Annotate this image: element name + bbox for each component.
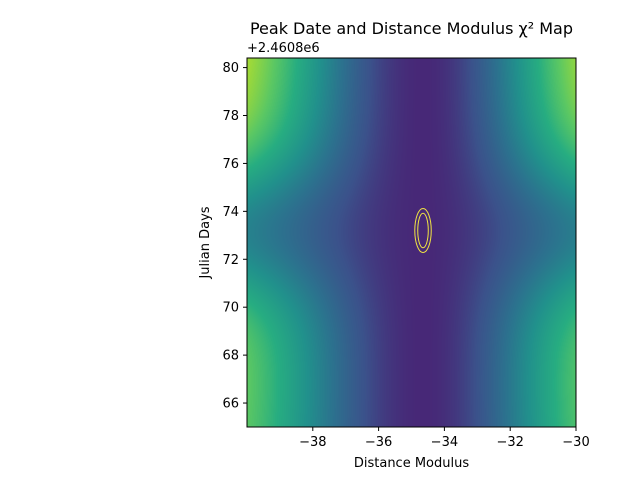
- y-tick-label: 72: [222, 253, 239, 268]
- y-tick-label: 76: [222, 157, 239, 172]
- y-tick-label: 68: [222, 349, 239, 364]
- y-tick-label: 70: [222, 301, 239, 316]
- y-tick-label: 74: [222, 205, 239, 220]
- contour-outer: [414, 207, 432, 254]
- x-tick-label: −38: [299, 435, 326, 450]
- plot-frame: [246, 57, 577, 428]
- y-axis: 66 68 70 72 74 76 78 80: [222, 61, 247, 412]
- x-tick-label: −34: [431, 435, 458, 450]
- x-axis: −38 −36 −34 −32 −30: [299, 427, 590, 450]
- x-tick-label: −36: [365, 435, 392, 450]
- y-axis-label: Julian Days: [198, 206, 213, 279]
- chi2-heatmap: [247, 58, 576, 427]
- x-tick-label: −30: [562, 435, 589, 450]
- y-tick-label: 80: [222, 61, 239, 76]
- x-tick-label: −32: [496, 435, 523, 450]
- chart-title: Peak Date and Distance Modulus χ² Map: [250, 19, 573, 38]
- x-axis-label: Distance Modulus: [354, 456, 469, 471]
- y-tick-label: 78: [222, 109, 239, 124]
- contour-inner: [417, 212, 429, 249]
- y-offset-label: +2.4608e6: [247, 41, 320, 56]
- contour-layer: [414, 207, 432, 254]
- y-tick-label: 66: [222, 397, 239, 412]
